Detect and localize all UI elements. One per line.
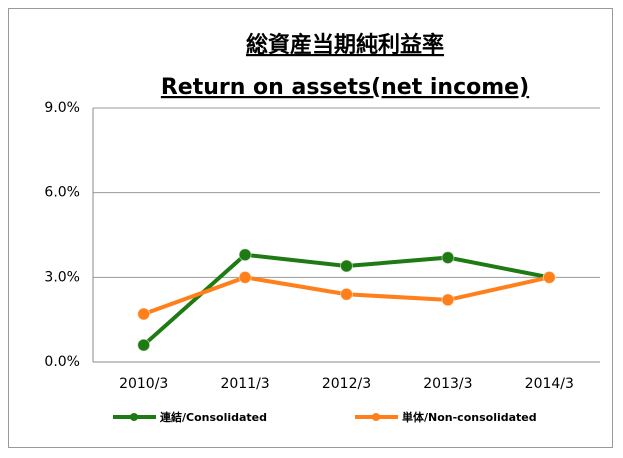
point (137, 338, 151, 352)
point (238, 270, 252, 284)
x-tick-label: 2010/3 (119, 376, 168, 392)
legend-label: 単体/Non-consolidated (402, 410, 537, 424)
point (238, 248, 252, 262)
point (137, 307, 151, 321)
legend-label: 連結/Consolidated (160, 410, 267, 424)
legend-marker (372, 413, 380, 421)
point (340, 259, 353, 273)
point (542, 270, 556, 284)
chart-title: 総資産当期純利益率 (246, 32, 444, 58)
chart-subtitle: Return on assets(net income) (161, 75, 529, 100)
x-tick-label: 2014/3 (525, 376, 574, 392)
y-tick-label: 3.0% (44, 269, 80, 285)
y-tick-label: 6.0% (44, 185, 80, 201)
point (441, 251, 455, 265)
point (340, 287, 353, 301)
y-tick-label: 9.0% (44, 100, 80, 116)
x-tick-label: 2013/3 (423, 376, 472, 392)
y-tick-label: 0.0% (44, 354, 80, 370)
frame (8, 8, 613, 448)
x-tick-label: 2011/3 (220, 376, 269, 392)
point (441, 293, 455, 307)
legend-marker (130, 413, 138, 421)
x-tick-label: 2012/3 (322, 376, 371, 392)
